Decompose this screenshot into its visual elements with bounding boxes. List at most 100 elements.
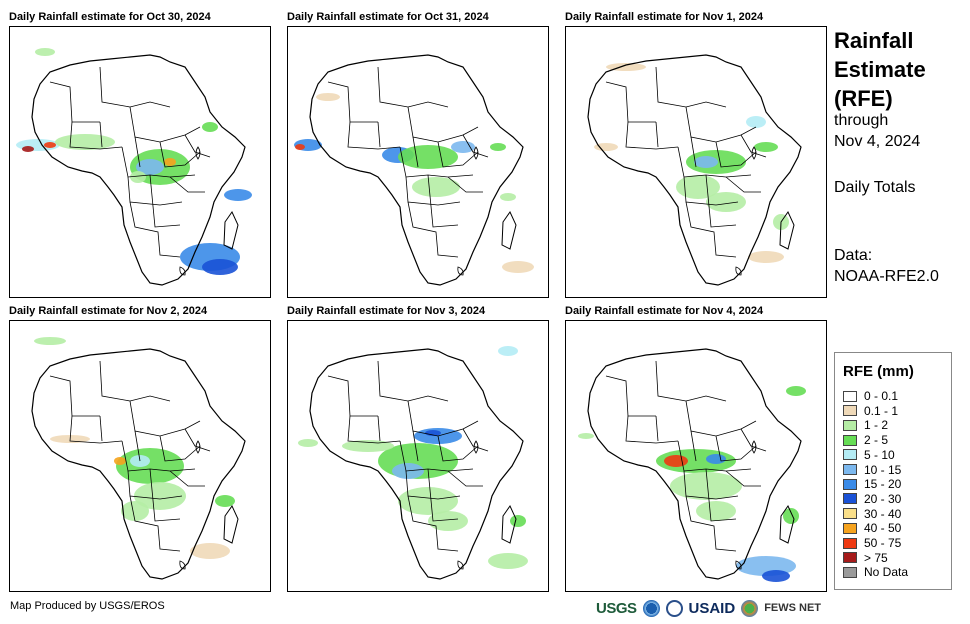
continent-outline (31, 54, 246, 286)
rainfall-area (502, 261, 534, 273)
rainfall-area (116, 448, 184, 484)
country-border (129, 400, 201, 437)
rainfall-area (224, 189, 252, 201)
continent-outline (587, 54, 802, 286)
lake-outline (195, 440, 201, 454)
rainfall-map (9, 26, 271, 298)
map-title: Daily Rainfall estimate for Nov 2, 2024 (9, 305, 208, 317)
country-border (725, 176, 761, 193)
madagascar-outline (779, 211, 795, 250)
legend-item: 30 - 40 (843, 507, 901, 521)
legend-item: 0 - 0.1 (843, 389, 898, 403)
country-border (685, 400, 757, 437)
country-border (690, 430, 697, 462)
country-border (327, 375, 378, 417)
rainfall-area (190, 543, 230, 559)
africa-map (31, 337, 246, 580)
africa-map (578, 348, 806, 582)
rainfall-area (676, 175, 720, 199)
africa-map (587, 54, 802, 286)
side-title-line: Estimate (834, 57, 926, 82)
globe-icon (741, 599, 759, 617)
madagascar-outline (501, 505, 517, 544)
country-border (407, 201, 459, 258)
lake-outline (179, 560, 186, 570)
lake-outline (179, 266, 186, 276)
rainfall-map (287, 320, 549, 592)
continent-outline (587, 348, 802, 580)
rainfall-map (9, 320, 271, 592)
country-border (377, 360, 449, 402)
country-border (655, 121, 659, 148)
africa-map (294, 54, 534, 286)
legend-label: 2 - 5 (864, 433, 889, 448)
rainfall-area (500, 193, 516, 201)
legend-label: 15 - 20 (864, 477, 902, 492)
country-border (685, 495, 737, 552)
legend-label: 10 - 15 (864, 462, 902, 477)
map-title: Daily Rainfall estimate for Nov 1, 2024 (565, 11, 764, 23)
country-border (99, 415, 103, 442)
country-border (159, 141, 201, 168)
rainfall-area (164, 158, 176, 166)
rainfall-area (295, 144, 305, 150)
legend-item: 1 - 2 (843, 418, 888, 432)
country-border (462, 428, 489, 452)
continent-outline (309, 54, 524, 286)
map-title: Daily Rainfall estimate for Oct 31, 2024 (287, 11, 489, 23)
africa-map (298, 346, 528, 580)
country-border (169, 176, 205, 193)
lake-outline (457, 560, 464, 570)
madagascar-outline (223, 211, 239, 250)
country-border (169, 470, 205, 487)
country-border (49, 375, 100, 417)
lake-outline (195, 146, 201, 160)
rainfall-area (694, 156, 718, 168)
country-border (407, 495, 459, 552)
lake-outline (751, 146, 757, 160)
madagascar-outline (501, 211, 517, 250)
data-label: Data: (834, 247, 873, 264)
country-border (347, 415, 401, 444)
country-border (184, 428, 211, 452)
rainfall-area (748, 251, 784, 263)
rainfall-area (44, 142, 56, 148)
country-border (407, 106, 479, 143)
country-border (134, 430, 141, 462)
legend-item: 5 - 10 (843, 448, 895, 462)
legend-label: 0 - 0.1 (864, 389, 899, 403)
country-border (437, 435, 479, 462)
country-border (149, 468, 181, 522)
country-border (625, 415, 679, 444)
map-title: Daily Rainfall estimate for Oct 30, 2024 (9, 11, 211, 23)
country-border (149, 174, 181, 228)
country-border (377, 66, 449, 108)
country-border (129, 201, 181, 258)
country-border (447, 176, 483, 193)
country-border (99, 360, 171, 402)
side-title-line: (RFE) (834, 86, 893, 111)
country-border (655, 66, 727, 108)
country-border (405, 470, 461, 500)
rainfall-area (664, 455, 688, 467)
rainfall-area (35, 48, 55, 56)
nasa-seal-icon (665, 599, 683, 617)
lake-outline (457, 266, 464, 276)
country-border (625, 121, 679, 150)
legend-item: 15 - 20 (843, 477, 901, 491)
rainfall-area (202, 122, 218, 132)
lake-outline (473, 146, 479, 160)
country-border (134, 136, 141, 168)
country-border (427, 468, 459, 522)
legend-item: > 75 (843, 551, 888, 565)
rainfall-area (498, 346, 518, 356)
country-border (462, 134, 489, 158)
country-border (99, 121, 103, 148)
country-border (377, 121, 381, 148)
rainfall-area (754, 142, 778, 152)
madagascar-outline (223, 505, 239, 544)
country-border (683, 176, 739, 206)
rainfall-area (398, 145, 458, 169)
lake-outline (735, 266, 742, 276)
legend-swatch (843, 508, 857, 520)
